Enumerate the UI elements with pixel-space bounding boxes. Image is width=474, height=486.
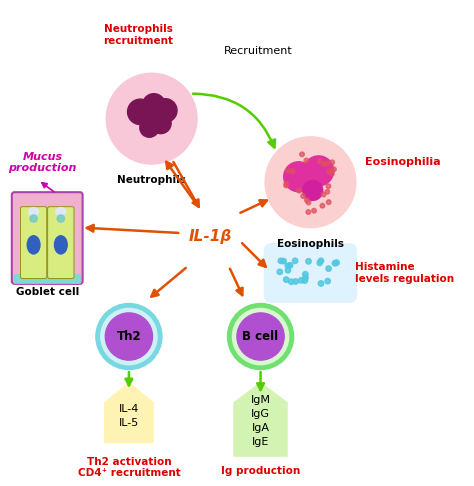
Circle shape [57,215,64,222]
Circle shape [228,304,293,369]
Circle shape [286,168,290,173]
Circle shape [106,73,197,164]
Circle shape [325,278,330,284]
Circle shape [140,118,159,137]
Text: IgM
IgG
IgA
IgE: IgM IgG IgA IgE [251,395,271,447]
Circle shape [302,278,308,283]
Circle shape [281,259,286,264]
Text: IL-4
IL-5: IL-4 IL-5 [118,404,139,428]
Circle shape [284,183,289,188]
Text: Mucus
production: Mucus production [9,152,77,173]
Circle shape [334,260,339,265]
Circle shape [297,189,301,193]
Circle shape [317,260,322,265]
Circle shape [306,210,310,214]
Ellipse shape [55,236,67,254]
Circle shape [304,156,334,186]
Circle shape [332,167,336,172]
Circle shape [327,169,331,174]
Circle shape [154,99,177,122]
Circle shape [287,262,293,268]
FancyBboxPatch shape [12,192,82,284]
Circle shape [327,200,331,205]
Circle shape [303,275,308,280]
Circle shape [301,194,305,198]
FancyArrowPatch shape [193,94,275,148]
Text: B cell: B cell [243,330,279,343]
FancyBboxPatch shape [20,207,47,278]
Circle shape [284,162,314,192]
Text: Recruitment: Recruitment [224,46,292,56]
FancyBboxPatch shape [264,243,357,303]
Circle shape [292,258,298,263]
Text: Neutrophils: Neutrophils [117,175,186,185]
Circle shape [299,278,304,283]
Circle shape [30,215,37,222]
Text: Ig production: Ig production [221,466,300,476]
Ellipse shape [56,208,66,216]
Circle shape [143,94,165,116]
Circle shape [277,269,283,275]
Circle shape [321,192,326,197]
Text: Th2: Th2 [117,330,141,343]
Text: Th2 activation
CD4⁺ recruitment: Th2 activation CD4⁺ recruitment [78,457,180,478]
Circle shape [304,198,309,202]
FancyBboxPatch shape [48,207,74,278]
Circle shape [306,259,311,264]
Ellipse shape [27,236,40,254]
FancyBboxPatch shape [14,274,81,284]
Text: Neutrophils
recruitment: Neutrophils recruitment [103,24,173,46]
Ellipse shape [28,208,38,216]
Circle shape [312,208,316,213]
Circle shape [283,277,289,282]
Circle shape [304,158,309,163]
Text: Eosinophilia: Eosinophilia [365,157,440,167]
Circle shape [265,137,356,227]
Text: IL-1β: IL-1β [189,229,232,244]
Circle shape [318,258,324,263]
Circle shape [303,180,323,200]
Circle shape [330,160,335,165]
Circle shape [150,113,171,134]
Circle shape [237,313,284,360]
Circle shape [306,200,311,205]
Circle shape [105,313,153,360]
Circle shape [285,267,291,273]
Circle shape [302,272,308,277]
Circle shape [289,279,294,284]
Circle shape [96,304,162,369]
Circle shape [291,169,295,174]
Circle shape [284,182,289,186]
Text: Eosinophils: Eosinophils [277,239,344,249]
Circle shape [325,161,330,166]
Circle shape [232,309,289,364]
Circle shape [128,99,153,124]
Circle shape [325,190,329,194]
Circle shape [322,161,326,166]
Circle shape [332,260,337,266]
Polygon shape [233,382,288,457]
Circle shape [318,159,322,163]
Circle shape [285,263,291,269]
Circle shape [329,172,334,176]
Circle shape [300,152,304,156]
Circle shape [320,204,325,208]
Circle shape [293,279,298,284]
Circle shape [278,258,283,263]
Polygon shape [104,382,154,443]
Text: Histamine
levels regulation: Histamine levels regulation [355,262,454,284]
Circle shape [318,281,324,286]
Text: Goblet cell: Goblet cell [16,287,79,296]
Circle shape [326,184,331,189]
Circle shape [326,266,331,271]
Circle shape [101,309,157,364]
